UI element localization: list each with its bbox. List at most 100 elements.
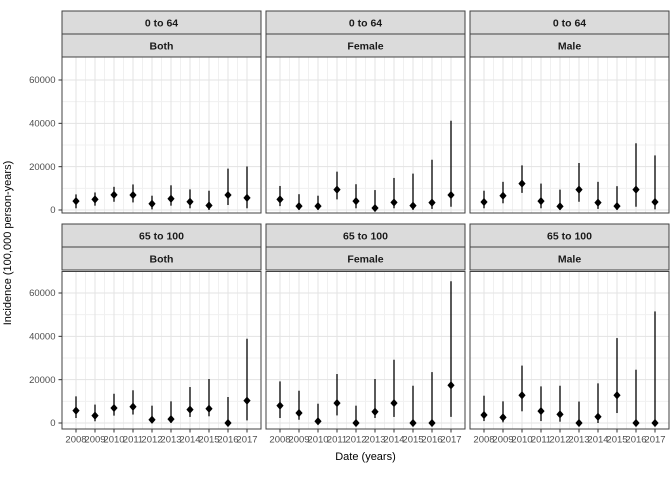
pointrange	[575, 162, 583, 202]
point-estimate	[352, 418, 360, 428]
x-tick-label: 2016	[217, 435, 238, 446]
x-tick-label: 2010	[103, 435, 124, 446]
pointrange-series	[72, 166, 251, 210]
pointrange	[110, 186, 118, 202]
pointrange	[409, 385, 417, 428]
pointrange	[129, 390, 137, 415]
facet-strip-sex-label: Male	[558, 41, 582, 53]
pointrange	[447, 281, 455, 417]
point-estimate	[575, 418, 583, 428]
x-tick-label: 2013	[568, 435, 589, 446]
point-estimate	[224, 190, 232, 200]
point-estimate	[409, 201, 417, 210]
pointrange	[295, 390, 303, 420]
pointrange	[518, 165, 526, 193]
point-estimate	[594, 198, 602, 207]
facet-panel: 65 to 100 Female 2008200920102011201220132…	[265, 223, 466, 446]
x-tick-label: 2011	[327, 435, 347, 446]
point-estimate	[480, 410, 488, 420]
pointrange	[186, 189, 194, 209]
pointrange-series	[276, 281, 455, 428]
x-tick-label: 2017	[440, 435, 461, 446]
pointrange	[352, 184, 360, 209]
x-tick-label: 2017	[236, 435, 257, 446]
pointrange	[651, 311, 659, 428]
pointrange	[148, 405, 156, 424]
x-tick-label: 2014	[179, 435, 200, 446]
point-estimate	[314, 417, 322, 426]
pointrange-series	[276, 120, 455, 213]
pointrange	[295, 194, 303, 211]
x-tick-label: 2014	[587, 435, 608, 446]
point-estimate	[613, 202, 621, 211]
x-tick-label: 2016	[421, 435, 442, 446]
facet-strip-sex-label: Male	[558, 254, 582, 266]
point-estimate	[518, 391, 526, 400]
x-tick-label: 2008	[473, 435, 494, 446]
point-estimate	[537, 406, 545, 416]
y-tick-label: 40000	[29, 332, 55, 343]
pointrange	[428, 372, 436, 428]
point-estimate	[428, 418, 436, 428]
pointrange	[537, 183, 545, 209]
point-estimate	[518, 179, 526, 188]
pointrange	[110, 393, 118, 416]
facet-panel: 0 to 64 Female	[265, 10, 466, 214]
facet-strip-sex-label: Female	[347, 254, 383, 266]
point-estimate	[575, 185, 583, 194]
pointrange	[632, 143, 640, 207]
x-tick-label: 2011	[123, 435, 143, 446]
point-estimate	[428, 198, 436, 207]
facet-strip-sex-label: Female	[347, 41, 383, 53]
pointrange	[480, 395, 488, 422]
point-estimate	[129, 402, 137, 411]
x-tick-label: 2009	[288, 435, 309, 446]
facet-strip-sex-label: Both	[150, 254, 174, 266]
facet-strip-age-label: 65 to 100	[547, 231, 592, 243]
point-estimate	[447, 381, 455, 390]
point-estimate	[243, 193, 251, 202]
point-estimate	[186, 197, 194, 206]
pointrange	[428, 159, 436, 209]
x-tick-label: 2011	[531, 435, 551, 446]
facet-strip-sex	[469, 246, 670, 271]
y-tick-label: 0	[50, 418, 55, 429]
point-estimate	[371, 407, 379, 416]
pointrange	[447, 120, 455, 207]
point-estimate	[632, 185, 640, 194]
pointrange	[390, 359, 398, 417]
point-estimate	[167, 194, 175, 203]
point-estimate	[314, 202, 322, 211]
point-estimate	[167, 415, 175, 424]
facet-strip-age-label: 0 to 64	[145, 18, 178, 30]
x-tick-label: 2015	[198, 435, 219, 446]
point-estimate	[224, 418, 232, 428]
facet-strip-age-label: 65 to 100	[139, 231, 184, 243]
y-axis-title: Incidence (100,000 person-years)	[2, 160, 14, 326]
pointrange	[651, 155, 659, 210]
y-tick-label: 40000	[29, 119, 55, 130]
facet-panel: 0 to 64 Both	[61, 10, 262, 214]
pointrange	[333, 374, 341, 416]
facet-strip-sex	[265, 246, 466, 271]
panel-border	[265, 56, 466, 214]
pointrange	[314, 195, 322, 211]
pointrange	[556, 385, 564, 422]
pointrange	[409, 173, 417, 210]
point-estimate	[295, 408, 303, 418]
x-tick-label: 2009	[84, 435, 105, 446]
x-tick-label: 2015	[402, 435, 423, 446]
point-estimate	[390, 398, 398, 408]
point-estimate	[409, 418, 417, 428]
pointrange	[371, 190, 379, 213]
pointrange	[167, 401, 175, 424]
x-tick-label: 2015	[606, 435, 627, 446]
facet-panel: 65 to 100 Male 200820092010201120122013201…	[469, 223, 670, 446]
facet-strip-age-label: 65 to 100	[343, 231, 388, 243]
facet-panel: 0 to 64 Male	[469, 10, 670, 214]
